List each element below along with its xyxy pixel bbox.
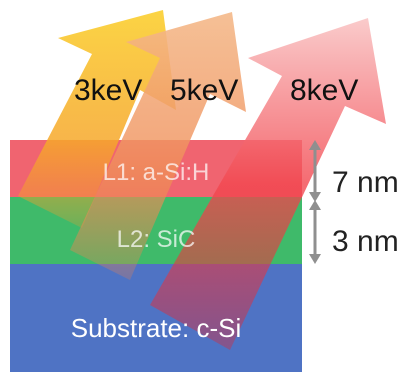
beam-3kev [18, 10, 176, 228]
layer-l2-label: L2: SiC [116, 226, 196, 253]
layer-l1-label: L1: a-Si:H [102, 159, 210, 186]
energy-label-5kev: 5keV [170, 74, 239, 107]
energy-label-3kev: 3keV [74, 74, 143, 107]
thickness-label-l2: 3 nm [332, 225, 399, 258]
thickness-arrow-l1 [309, 140, 321, 202]
thickness-arrow-l2 [309, 200, 321, 264]
thickness-label-l1: 7 nm [332, 166, 399, 199]
beam-8kev [150, 18, 386, 350]
beam-5kev [70, 12, 246, 280]
layer-substrate-label: Substrate: c-Si [70, 313, 242, 343]
energy-label-8kev: 8keV [290, 74, 359, 107]
